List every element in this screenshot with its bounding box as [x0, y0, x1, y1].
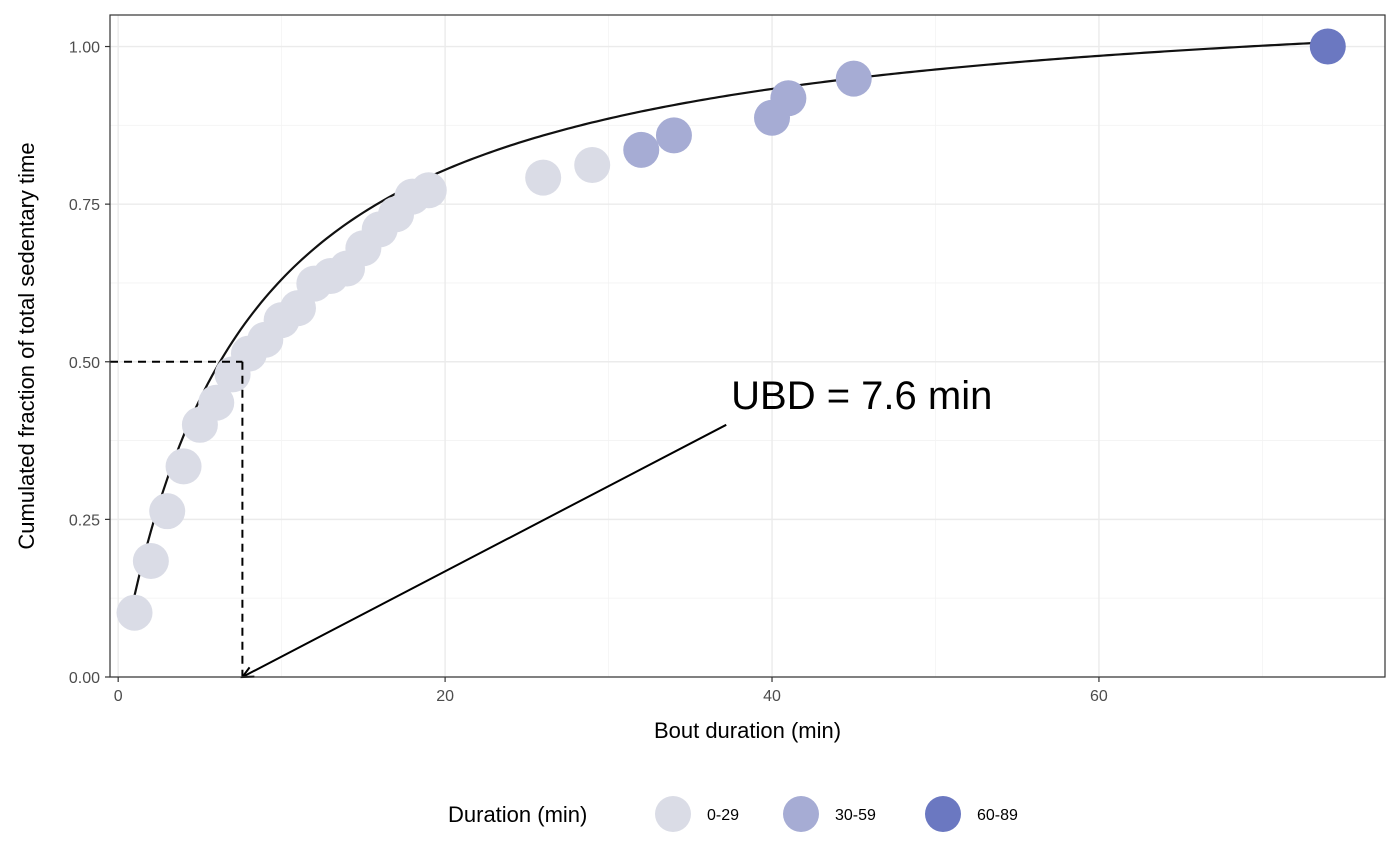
y-axis-ticks: 0.00 0.25 0.50 0.75 1.00 [69, 40, 110, 687]
points-layer [116, 28, 1346, 631]
annotation-text: UBD = 7.6 min [731, 374, 992, 418]
data-point [165, 448, 202, 485]
fit-curve [133, 41, 1328, 596]
legend-key [783, 796, 819, 832]
data-point [1309, 28, 1346, 65]
legend-key [655, 796, 691, 832]
annotation-arrow [241, 423, 727, 678]
x-tick-label: 0 [114, 688, 123, 705]
y-tick-label: 0.00 [69, 670, 100, 687]
data-point [770, 80, 807, 117]
x-axis-ticks: 0 20 40 60 [114, 677, 1108, 705]
data-point [149, 493, 186, 530]
x-tick-label: 20 [436, 688, 454, 705]
y-tick-label: 0.25 [69, 512, 100, 529]
grid-minor [110, 15, 1385, 677]
legend-label: 0-29 [707, 807, 739, 824]
plot-panel-border [109, 14, 1386, 678]
reference-lines [110, 360, 244, 677]
legend-label: 30-59 [835, 807, 876, 824]
legend-label: 60-89 [977, 807, 1018, 824]
y-tick-label: 0.50 [69, 355, 100, 372]
x-axis-title: Bout duration (min) [654, 718, 841, 743]
legend-key [925, 796, 961, 832]
data-point [116, 594, 153, 631]
data-point [198, 384, 235, 421]
data-point [574, 147, 611, 184]
legend-title: Duration (min) [448, 802, 587, 827]
y-tick-label: 1.00 [69, 40, 100, 57]
legend: Duration (min) 0-29 30-59 60-89 [448, 796, 1018, 832]
data-point [623, 131, 660, 168]
fit-curve-layer [133, 41, 1328, 596]
x-tick-label: 40 [763, 688, 781, 705]
data-point [655, 117, 692, 154]
data-point [410, 172, 447, 209]
annotation: UBD = 7.6 min [240, 374, 992, 679]
data-point [132, 542, 169, 579]
y-axis-title: Cumulated fraction of total sedentary ti… [14, 142, 39, 549]
grid-major [110, 15, 1385, 678]
data-point [525, 159, 562, 196]
x-tick-label: 60 [1090, 688, 1108, 705]
data-point [835, 60, 872, 97]
y-tick-label: 0.75 [69, 197, 100, 214]
